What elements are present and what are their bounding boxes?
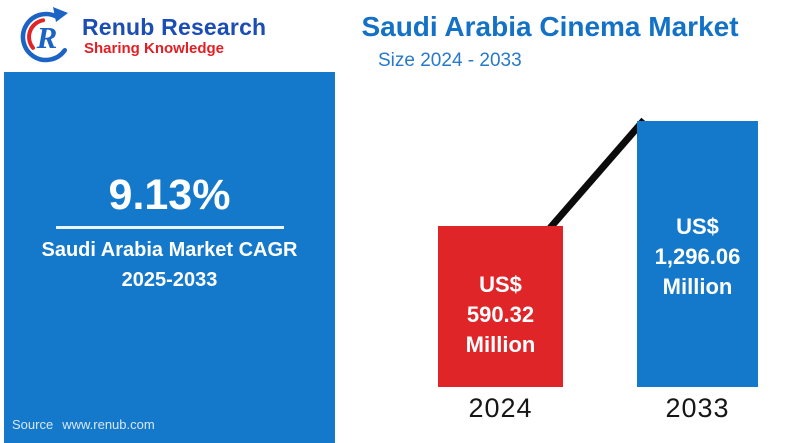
bar-2033-value-line3: Million — [662, 274, 733, 299]
brand-text: Renub Research Sharing Knowledge — [82, 16, 266, 58]
page-title: Saudi Arabia Cinema Market — [361, 11, 739, 42]
brand-logo: R Renub Research Sharing Knowledge — [16, 4, 266, 66]
source-url: www.renub.com — [62, 417, 155, 432]
brand-tagline: Sharing Knowledge — [84, 40, 225, 57]
cagr-content: 9.13% Saudi Arabia Market CAGR 2025-2033 — [4, 174, 335, 293]
brand-name: Renub Research — [82, 14, 267, 40]
cagr-period: 2025-2033 — [121, 269, 218, 291]
x-axis-label-2024: 2024 — [468, 393, 533, 423]
bar-2024-value-line1: US$ — [479, 271, 522, 297]
logo-letter: R — [36, 20, 58, 55]
source-label: Source — [12, 417, 54, 432]
bar-2024-value-line2: 590.32 — [466, 301, 535, 327]
bar-2033-value-line1: US$ — [676, 214, 719, 239]
bar-2024: US$ 590.32 Million — [438, 226, 563, 387]
page-subtitle: Size 2024 - 2033 — [378, 49, 522, 71]
cagr-panel: 9.13% Saudi Arabia Market CAGR 2025-2033… — [4, 72, 335, 443]
cagr-underline — [55, 226, 284, 229]
bar-2033: US$ 1,296.06 Million — [637, 121, 758, 387]
bar-2024-value-line3: Million — [465, 331, 536, 357]
header: Saudi Arabia Cinema Market Size 2024 - 2… — [340, 11, 760, 72]
renub-logo-icon: R — [20, 7, 68, 63]
source-note: Source www.renub.com — [12, 417, 155, 432]
cagr-label: Saudi Arabia Market CAGR — [41, 239, 298, 261]
bar-2033-value-line2: 1,296.06 — [654, 244, 741, 269]
cagr-value: 9.13% — [108, 171, 231, 219]
x-axis-label-2033: 2033 — [665, 393, 730, 423]
